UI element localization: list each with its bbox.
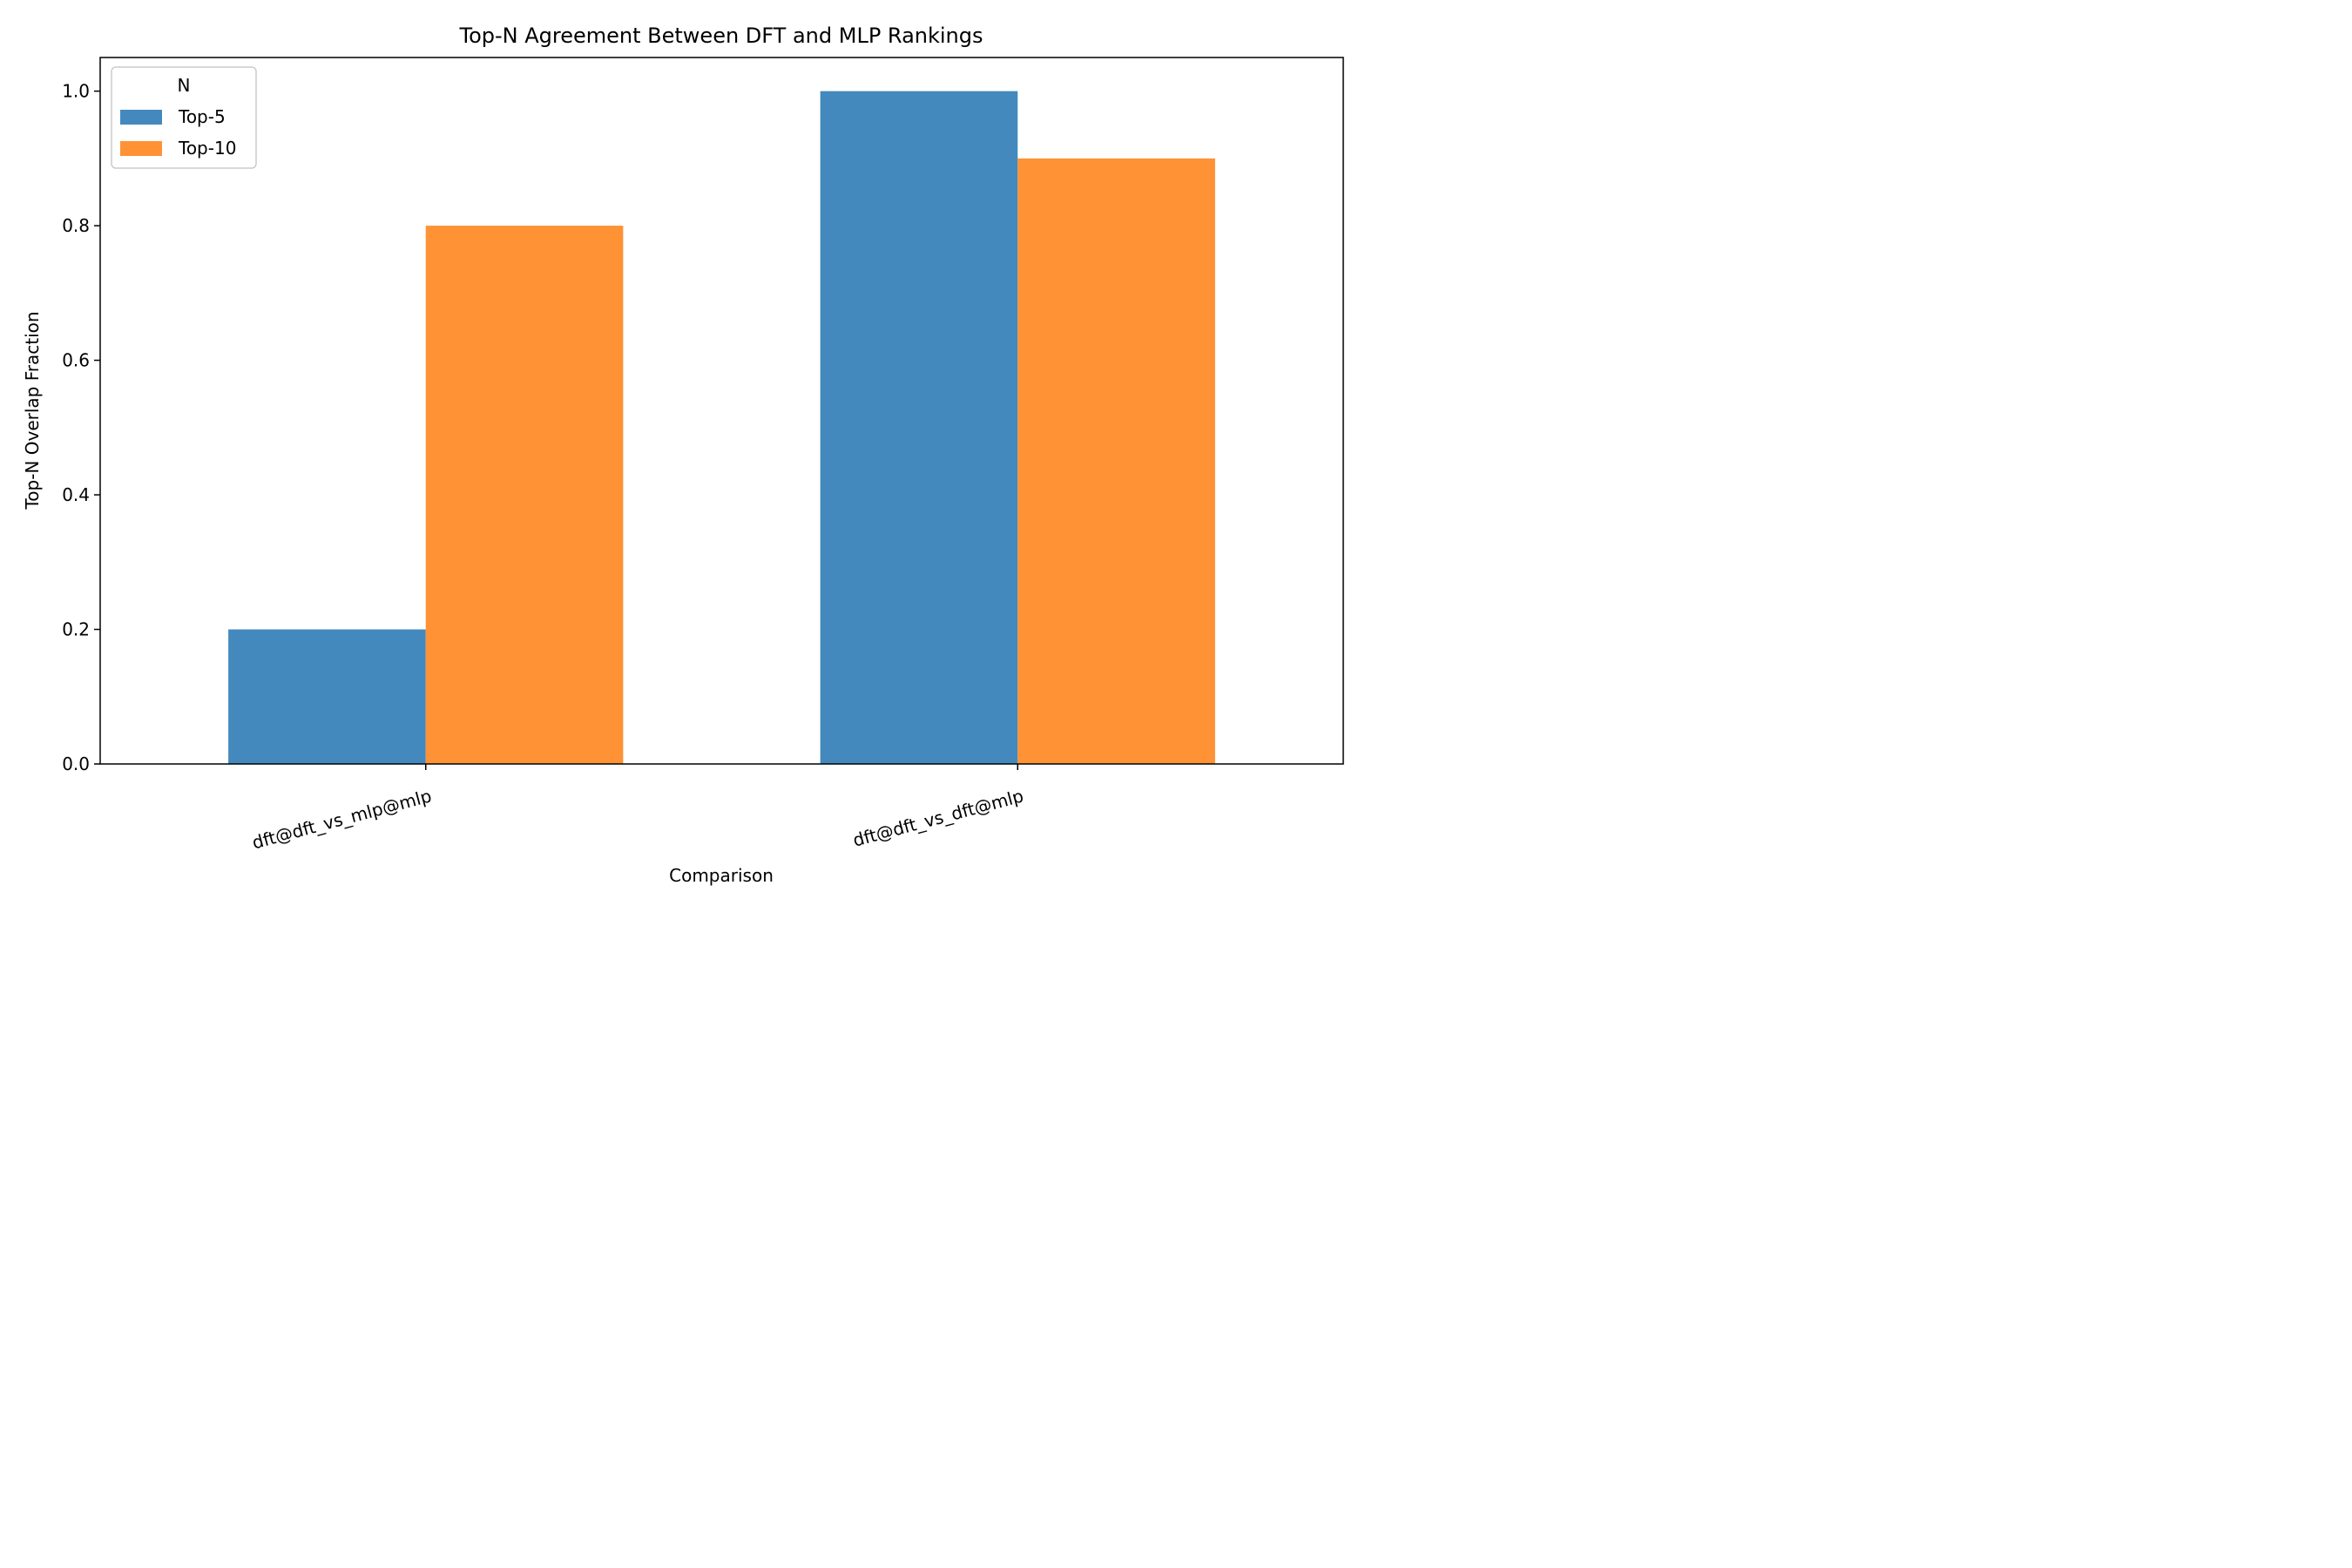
bar-top-10-2 — [1017, 158, 1215, 764]
chart-title: Top-N Agreement Between DFT and MLP Rank… — [459, 24, 983, 48]
legend-label-top-10: Top-10 — [178, 138, 236, 159]
bar-top-5-1 — [228, 629, 426, 764]
bars-group — [228, 91, 1215, 765]
x-tick-label: dft@dft_vs_dft@mlp — [850, 785, 1025, 850]
x-tick-label: dft@dft_vs_mlp@mlp — [250, 785, 434, 853]
legend-swatch-top-10 — [120, 141, 162, 156]
y-tick-label: 0.4 — [62, 484, 90, 505]
x-axis-label: Comparison — [669, 865, 774, 886]
bar-top-5-2 — [820, 91, 1018, 765]
y-tick-label: 0.2 — [62, 619, 90, 640]
y-axis-label: Top-N Overlap Fraction — [22, 311, 43, 510]
y-tick-label: 0.6 — [62, 350, 90, 371]
x-axis: dft@dft_vs_mlp@mlp dft@dft_vs_dft@mlp — [250, 764, 1025, 853]
chart-canvas: Top-N Agreement Between DFT and MLP Rank… — [22, 24, 1344, 886]
y-tick-label: 0.0 — [62, 754, 90, 774]
bar-top-10-1 — [425, 226, 624, 765]
legend-title: N — [178, 75, 191, 96]
legend-label-top-5: Top-5 — [178, 106, 226, 127]
y-tick-label: 0.8 — [62, 215, 90, 236]
plot-frame — [99, 57, 1344, 765]
legend-swatch-top-5 — [120, 110, 162, 125]
legend: N Top-5 Top-10 — [111, 66, 257, 169]
y-axis: 0.0 0.2 0.4 0.6 0.8 1.0 — [62, 81, 100, 774]
y-tick-label: 1.0 — [62, 81, 90, 102]
